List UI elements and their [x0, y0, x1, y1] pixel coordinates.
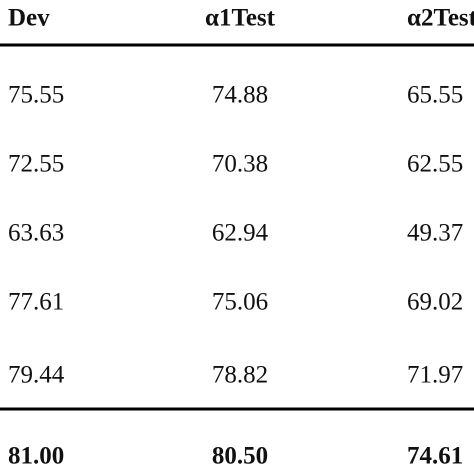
- header-cell: Dev: [8, 5, 50, 32]
- footer-cell: 80.50: [212, 443, 268, 470]
- cell: 49.37: [407, 220, 463, 247]
- footer-cell: 74.61: [407, 443, 463, 470]
- cell: 69.02: [407, 289, 463, 316]
- header-cell: α2Test: [407, 5, 474, 32]
- cell: 78.82: [212, 362, 268, 389]
- cell: 65.55: [407, 82, 463, 109]
- cell: 62.94: [212, 220, 269, 247]
- cell: 70.38: [212, 151, 268, 178]
- cell: 77.61: [8, 289, 64, 316]
- cell: 79.44: [8, 362, 65, 389]
- cell: 62.55: [407, 151, 463, 178]
- cell: 75.06: [212, 289, 268, 316]
- footer-cell: 81.00: [8, 443, 64, 470]
- cell: 72.55: [8, 151, 64, 178]
- cell: 74.88: [212, 82, 268, 109]
- header-cell: α1Test: [205, 5, 276, 32]
- cell: 63.63: [8, 220, 64, 247]
- cell: 71.97: [407, 362, 463, 389]
- cell: 75.55: [8, 82, 64, 109]
